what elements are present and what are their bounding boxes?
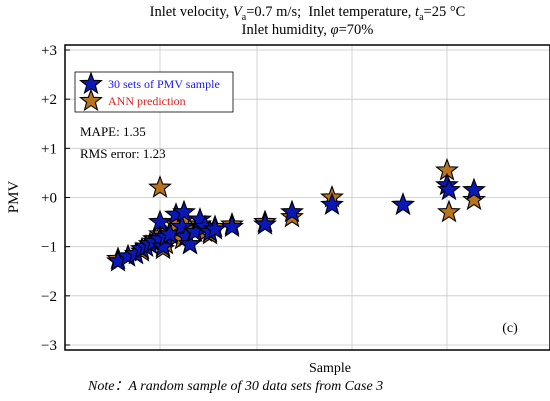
y-axis-ticks: +3 +2 +1 +0 −1 −2 −3 — [41, 43, 70, 354]
y-tick-label: +2 — [41, 92, 57, 108]
legend-ann-prediction-star-icon — [79, 88, 103, 112]
pmv-sample-point — [220, 214, 244, 238]
ann-prediction-point — [148, 175, 172, 198]
pmv-sample-series — [106, 172, 486, 272]
y-tick-label: +3 — [41, 43, 57, 59]
title-inlet-velocity: Inlet velocity, Va=0.7 m/s; Inlet temper… — [149, 4, 466, 23]
pmv-sample-point — [148, 209, 172, 233]
legend-star-ann — [79, 88, 103, 112]
y-tick-label: −2 — [41, 289, 57, 305]
pmv-sample-point — [391, 192, 415, 216]
footnote-label: Note — [88, 379, 115, 394]
pmv-sample-point — [320, 192, 344, 216]
pmv-sample-point — [170, 214, 194, 238]
pmv-sample-point — [203, 216, 227, 240]
title-inlet-humidity: Inlet humidity, φ=70% — [241, 22, 374, 38]
panel-label: (c) — [502, 321, 518, 336]
rms-error-annotation: RMS error: 1.23 — [80, 146, 166, 161]
footnote-text: ：A random sample of 30 data sets from Ca… — [114, 379, 384, 394]
chart-title-line-1: Inlet velocity, Va=0.7 m/s; Inlet temper… — [65, 4, 550, 26]
ann-prediction-point — [437, 199, 461, 223]
y-axis-label: PMV — [6, 181, 22, 214]
pmv-sample-point — [462, 177, 486, 201]
legend-pmv-sample-label: 30 sets of PMV sample — [108, 77, 220, 91]
legend-ann-prediction-label: ANN prediction — [108, 94, 186, 108]
y-tick-label: +0 — [41, 191, 57, 207]
ann-prediction-point — [462, 187, 486, 211]
pmv-sample-point — [172, 199, 196, 223]
legend: 30 sets of PMV sample ANN prediction — [74, 71, 234, 113]
pmv-sample-point — [178, 231, 202, 255]
mape-annotation: MAPE: 1.35 — [80, 124, 146, 139]
y-tick-label: −3 — [41, 338, 57, 354]
x-axis-label: Sample — [309, 361, 351, 376]
chart-title-line-2: Inlet humidity, φ=70% — [65, 22, 550, 39]
y-tick-label: −1 — [41, 240, 57, 256]
footnote: Note：A random sample of 30 data sets fro… — [88, 375, 383, 395]
pmv-sample-point — [437, 177, 461, 201]
pmv-sample-point — [253, 211, 277, 235]
legend-box — [74, 71, 234, 113]
pmv-sample-point — [280, 199, 304, 223]
y-tick-label: +1 — [41, 141, 57, 157]
